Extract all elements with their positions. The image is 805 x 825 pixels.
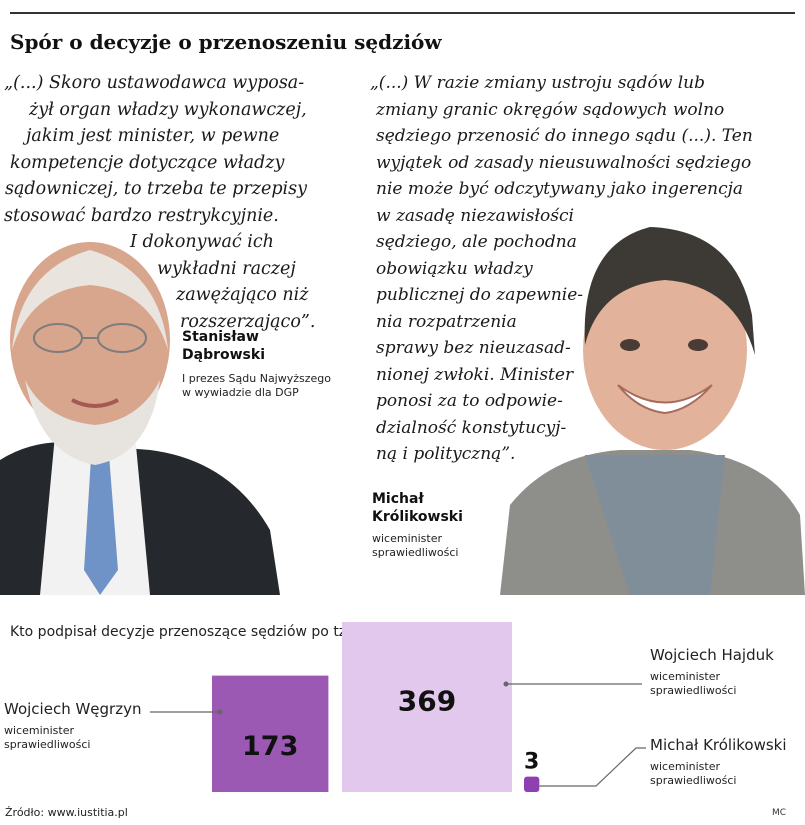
leader-line xyxy=(539,747,646,787)
person-name: Królikowski xyxy=(372,509,463,525)
category-role: wiceminister xyxy=(650,760,721,773)
quote-line: jakim jest minister, w pewne xyxy=(26,126,280,146)
person-krolikowski: Michał Królikowski wiceminister sprawied… xyxy=(372,490,463,560)
quote-line: wyjątek od zasady nieusuwalności sędzieg… xyxy=(376,152,752,173)
quote-line: wykładni raczej xyxy=(157,258,296,279)
value-label: 3 xyxy=(524,750,539,775)
bar-2 xyxy=(524,776,540,792)
top-rule xyxy=(10,12,795,14)
leader-dot xyxy=(503,681,509,687)
label-wegrzyn: Wojciech Węgrzyn wiceminister sprawiedli… xyxy=(4,700,141,752)
quote-line: nie może być odczytywany jako ingerencja xyxy=(376,179,744,199)
category-label: Wojciech Węgrzyn xyxy=(4,700,142,718)
bar-0 xyxy=(212,675,329,792)
category-role: wiceminister xyxy=(4,724,75,737)
category-role: sprawiedliwości xyxy=(650,774,737,787)
source-note: Źródło: www.iustitia.pl xyxy=(5,806,128,819)
quote-left: „(...) Skoro ustawodawca wyposa- żył org… xyxy=(4,70,315,335)
quote-line: zmiany granic okręgów sądowych wolno xyxy=(376,99,725,120)
quote-line: nia rozpatrzenia xyxy=(376,311,517,332)
chart-title: Kto podpisał decyzje przenoszące sędziów… xyxy=(10,624,482,640)
quote-line: publicznej do zapewnie- xyxy=(376,285,584,305)
quote-line: ponosi za to odpowie- xyxy=(376,391,563,411)
page-title: Spór o decyzje o przenoszeniu sędziów xyxy=(10,30,442,54)
label-krolikowski: Michał Królikowski wiceminister sprawied… xyxy=(650,736,787,788)
quote-line: „(...) Skoro ustawodawca wyposa- xyxy=(4,73,305,93)
person-name: Stanisław xyxy=(182,329,259,345)
quote-line: w zasadę niezawisłości xyxy=(376,205,574,226)
author-initials: MC xyxy=(772,808,787,818)
label-hajduk: Wojciech Hajduk wiceminister sprawiedliw… xyxy=(650,646,774,698)
category-role: sprawiedliwości xyxy=(4,738,91,751)
person-dabrowski: Stanisław Dąbrowski I prezes Sądu Najwyż… xyxy=(182,328,331,400)
value-label: 369 xyxy=(398,684,456,717)
category-role: wiceminister xyxy=(650,670,721,683)
quote-line: sędziego, ale pochodna xyxy=(376,232,577,252)
quote-line: sprawy bez nieuzasad- xyxy=(376,338,571,358)
quote-line: sądowniczej, to trzeba te przepisy xyxy=(5,179,307,199)
value-label: 173 xyxy=(242,731,298,762)
person-name: Dąbrowski xyxy=(182,347,265,363)
quote-line: dzialność konstytucyj- xyxy=(376,417,567,438)
person-name: Michał xyxy=(372,491,424,507)
portrait-krolikowski xyxy=(500,227,805,595)
quote-line: stosować bardzo restrykcyjnie. xyxy=(4,205,279,226)
quote-line: kompetencje dotyczące władzy xyxy=(10,152,285,173)
category-role: sprawiedliwości xyxy=(650,684,737,697)
person-role: I prezes Sądu Najwyższego xyxy=(182,372,332,385)
quote-line: obowiązku władzy xyxy=(376,258,533,279)
portrait-dabrowski xyxy=(0,242,280,595)
quote-line: rozszerzająco”. xyxy=(180,311,316,332)
leader-dot xyxy=(217,709,223,715)
quote-line: ną i polityczną”. xyxy=(376,444,516,464)
category-label: Michał Królikowski xyxy=(650,736,787,754)
quote-line: żył organ władzy wykonawczej, xyxy=(29,99,307,120)
bar-1 xyxy=(342,622,512,792)
quote-line: nionej zwłoki. Minister xyxy=(376,364,574,385)
category-label: Wojciech Hajduk xyxy=(650,646,774,664)
quote-line: I dokonywać ich xyxy=(130,232,274,252)
quote-line: zawężająco niż xyxy=(176,285,309,305)
person-role: wiceminister xyxy=(372,532,443,545)
quote-right: „(...) W razie zmiany ustroju sądów lub … xyxy=(370,70,753,468)
person-role: sprawiedliwości xyxy=(372,546,459,559)
person-role: w wywiadzie dla DGP xyxy=(182,386,299,399)
quote-line: „(...) W razie zmiany ustroju sądów lub xyxy=(370,73,705,93)
quote-line: sędziego przenosić do innego sądu (...).… xyxy=(376,126,753,146)
